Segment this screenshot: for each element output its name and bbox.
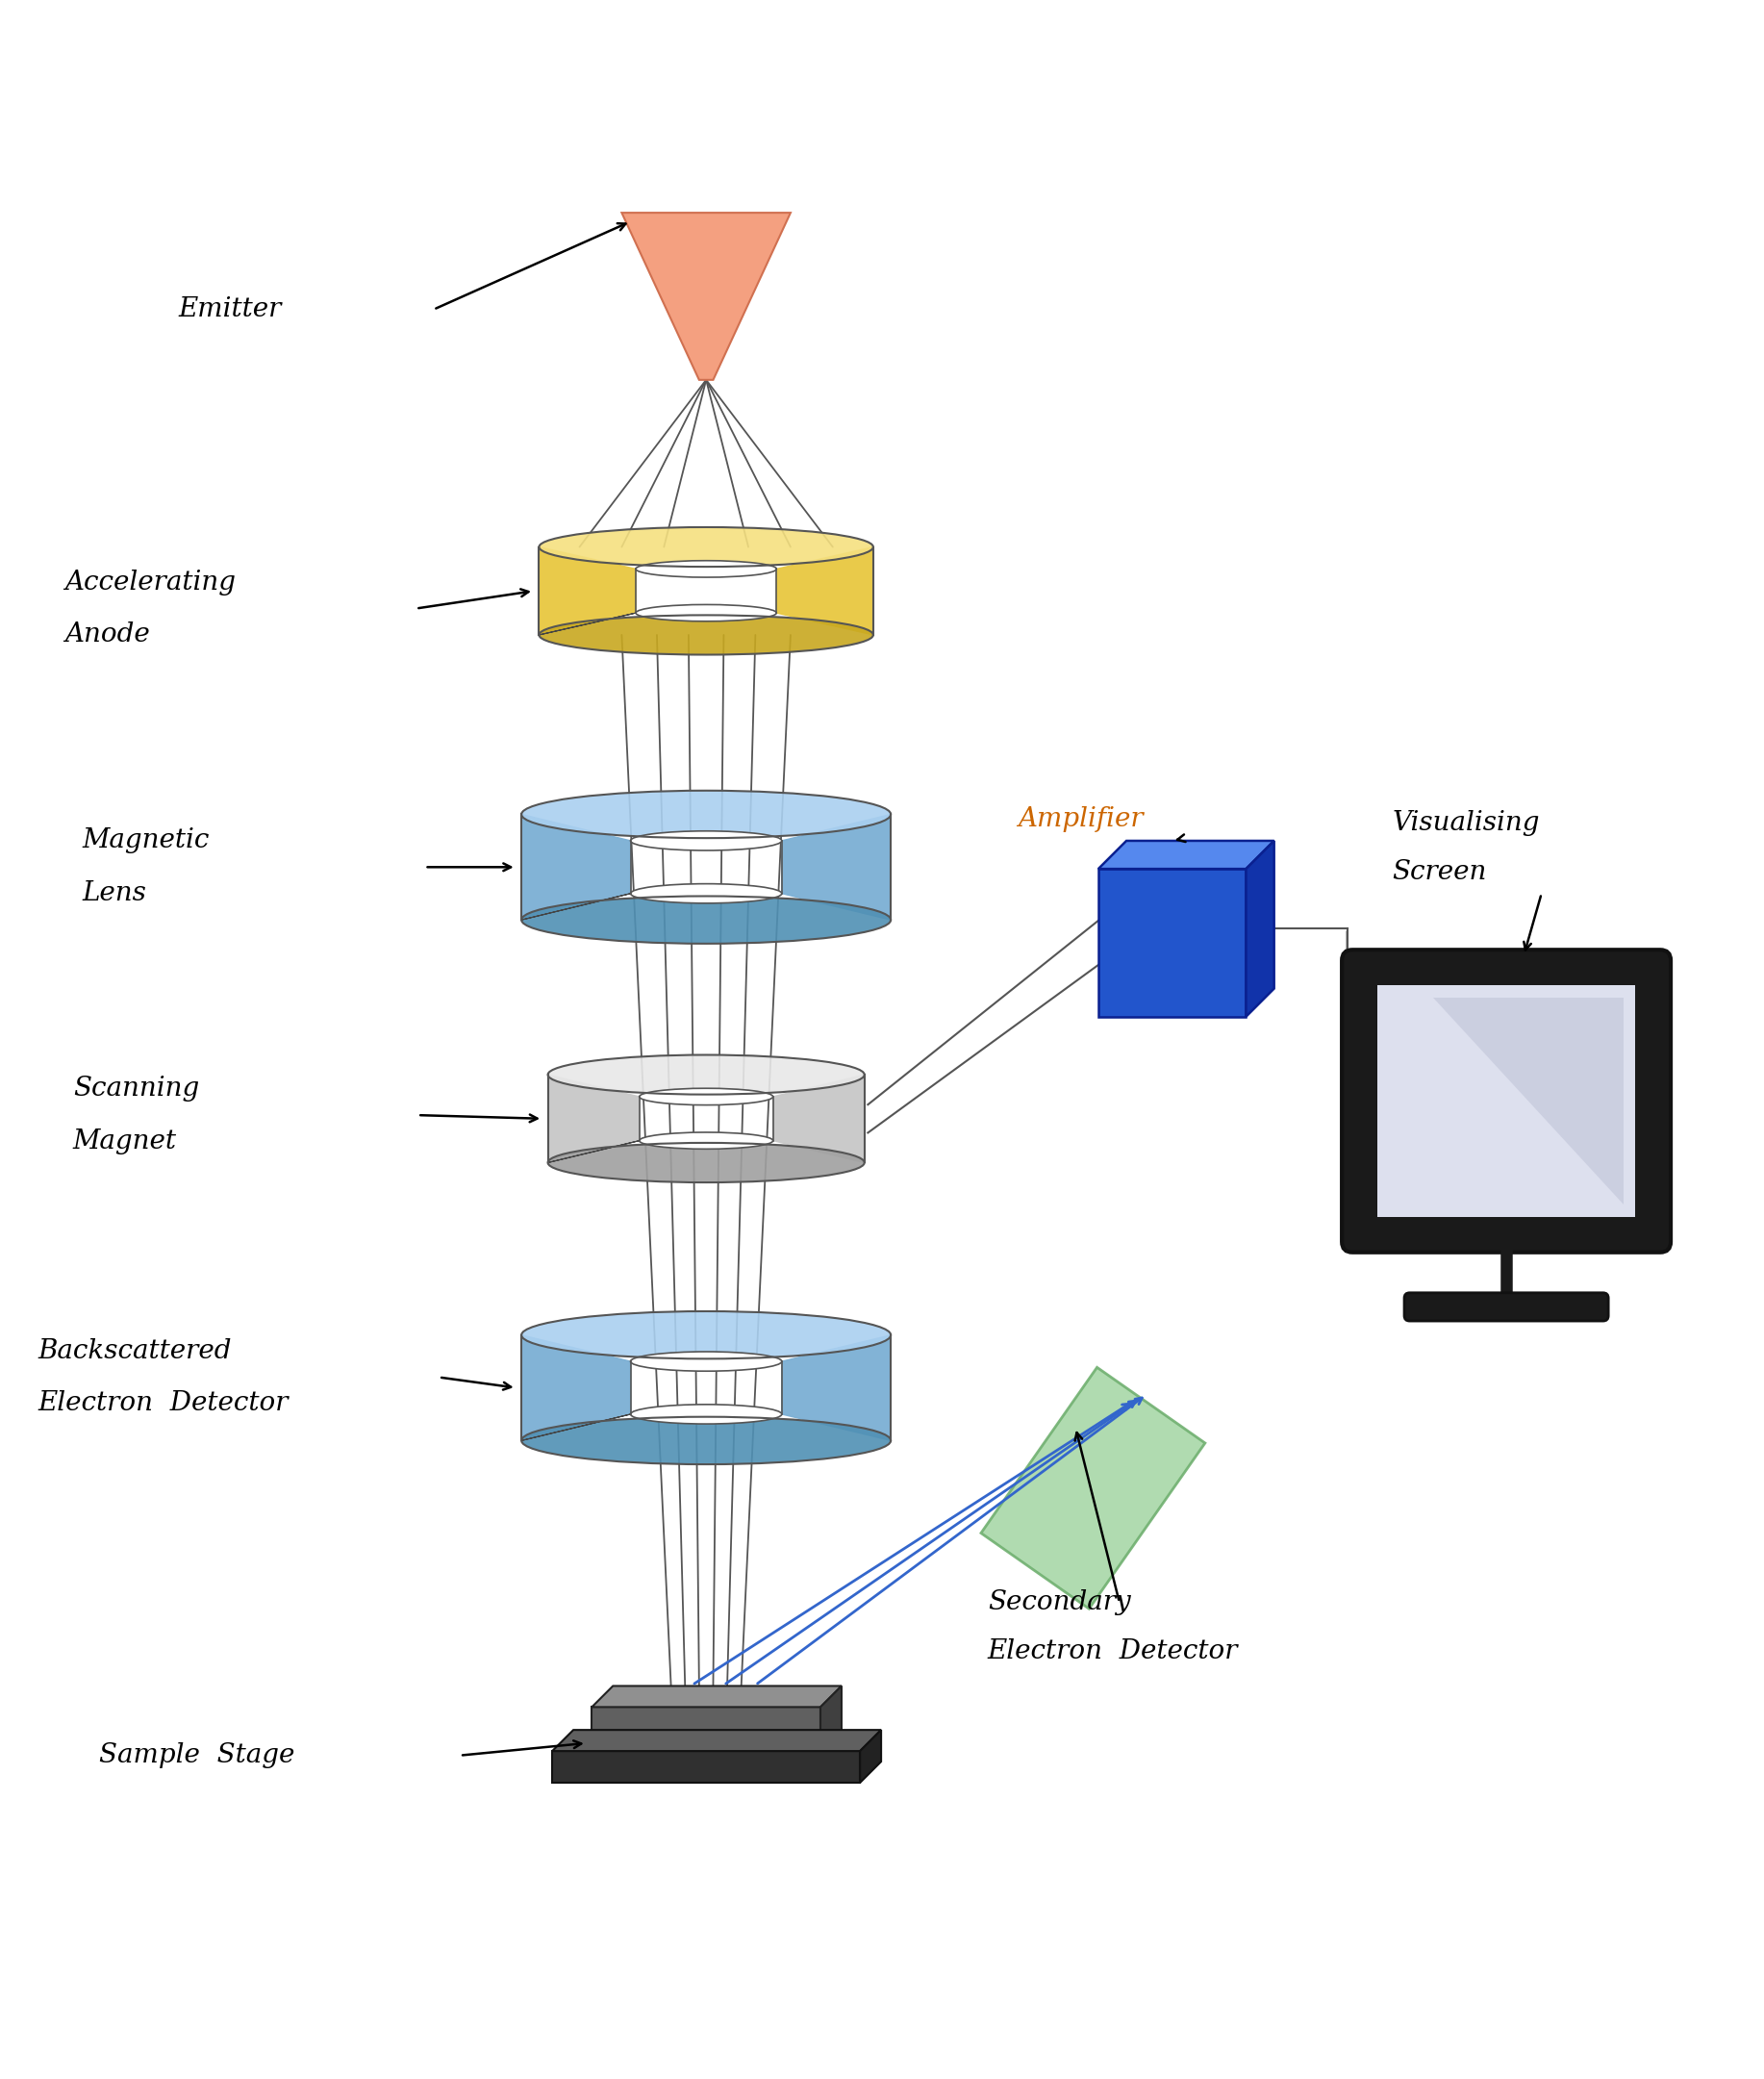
Ellipse shape: [635, 605, 776, 622]
Ellipse shape: [639, 1133, 773, 1150]
Polygon shape: [1434, 998, 1623, 1206]
Polygon shape: [861, 1730, 882, 1782]
Ellipse shape: [639, 1087, 773, 1106]
Text: Electron  Detector: Electron Detector: [37, 1391, 288, 1416]
Text: Secondary: Secondary: [988, 1590, 1131, 1615]
Text: Lens: Lens: [81, 881, 146, 906]
Ellipse shape: [522, 896, 891, 944]
Ellipse shape: [540, 615, 873, 655]
Text: Visualising: Visualising: [1392, 811, 1540, 836]
Text: Magnet: Magnet: [72, 1129, 176, 1154]
Ellipse shape: [540, 528, 873, 568]
Text: Electron  Detector: Electron Detector: [988, 1638, 1238, 1665]
Polygon shape: [540, 547, 635, 634]
Polygon shape: [522, 1335, 630, 1441]
Text: Sample  Stage: Sample Stage: [99, 1742, 295, 1769]
Polygon shape: [552, 1730, 882, 1751]
Polygon shape: [591, 1686, 841, 1707]
Polygon shape: [549, 1075, 639, 1162]
Polygon shape: [1245, 840, 1274, 1017]
Polygon shape: [552, 1751, 861, 1782]
FancyBboxPatch shape: [1378, 985, 1635, 1216]
Ellipse shape: [630, 884, 781, 902]
Ellipse shape: [630, 832, 781, 850]
Polygon shape: [522, 815, 630, 919]
Text: Scanning: Scanning: [72, 1075, 199, 1102]
Text: Magnetic: Magnetic: [81, 827, 210, 854]
FancyBboxPatch shape: [1342, 950, 1671, 1252]
Polygon shape: [781, 1335, 891, 1441]
Polygon shape: [773, 1075, 864, 1162]
Text: Amplifier: Amplifier: [1018, 807, 1143, 832]
Text: Anode: Anode: [64, 622, 150, 649]
Polygon shape: [981, 1368, 1205, 1609]
Ellipse shape: [549, 1143, 864, 1183]
Text: Emitter: Emitter: [178, 297, 282, 322]
Ellipse shape: [522, 790, 891, 838]
Text: Screen: Screen: [1392, 859, 1487, 886]
Ellipse shape: [630, 1405, 781, 1424]
Polygon shape: [1099, 869, 1245, 1017]
Polygon shape: [776, 547, 873, 634]
Ellipse shape: [522, 1416, 891, 1464]
Text: Backscattered: Backscattered: [37, 1339, 231, 1364]
Text: Accelerating: Accelerating: [64, 570, 235, 595]
Ellipse shape: [549, 1054, 864, 1094]
Polygon shape: [820, 1686, 841, 1751]
Polygon shape: [621, 212, 790, 380]
FancyBboxPatch shape: [1404, 1293, 1609, 1320]
Polygon shape: [591, 1707, 820, 1751]
Ellipse shape: [635, 561, 776, 578]
Polygon shape: [1099, 840, 1274, 869]
Ellipse shape: [630, 1351, 781, 1372]
Polygon shape: [781, 815, 891, 919]
Ellipse shape: [522, 1312, 891, 1360]
